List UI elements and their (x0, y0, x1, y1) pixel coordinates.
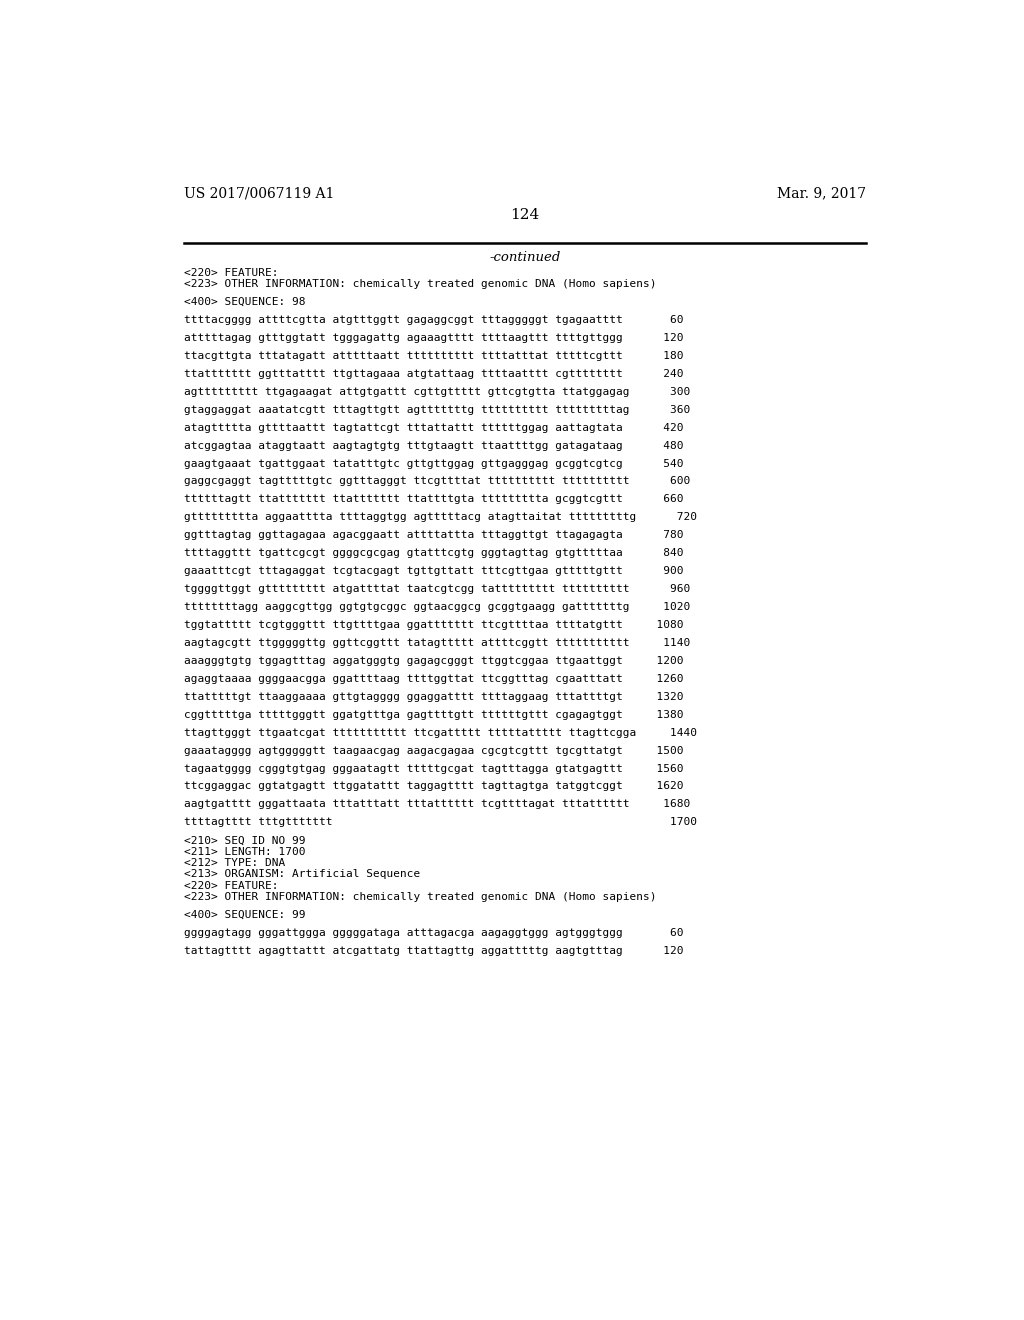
Text: ttttacgggg attttcgtta atgtttggtt gagaggcggt tttagggggt tgagaatttt       60: ttttacgggg attttcgtta atgtttggtt gagaggc… (183, 315, 683, 325)
Text: ttttagtttt tttgttttttt                                                  1700: ttttagtttt tttgttttttt 1700 (183, 817, 696, 828)
Text: tattagtttt agagttattt atcgattatg ttattagttg aggatttttg aagtgtttag      120: tattagtttt agagttattt atcgattatg ttattag… (183, 946, 683, 956)
Text: ttttaggttt tgattcgcgt ggggcgcgag gtatttcgtg gggtagttag gtgtttttaa      840: ttttaggttt tgattcgcgt ggggcgcgag gtatttc… (183, 548, 683, 558)
Text: -continued: -continued (489, 251, 560, 264)
Text: ggggagtagg gggattggga gggggataga atttagacga aagaggtggg agtgggtggg       60: ggggagtagg gggattggga gggggataga atttaga… (183, 928, 683, 939)
Text: atttttagag gtttggtatt tgggagattg agaaagtttt ttttaagttt ttttgttggg      120: atttttagag gtttggtatt tgggagattg agaaagt… (183, 333, 683, 343)
Text: atagttttta gttttaattt tagtattcgt tttattattt ttttttggag aattagtata      420: atagttttta gttttaattt tagtattcgt tttatta… (183, 422, 683, 433)
Text: tggtattttt tcgtgggttt ttgttttgaa ggattttttt ttcgttttaa ttttatgttt     1080: tggtattttt tcgtgggttt ttgttttgaa ggatttt… (183, 620, 683, 630)
Text: aagtagcgtt ttgggggttg ggttcggttt tatagttttt attttcggtt ttttttttttt     1140: aagtagcgtt ttgggggttg ggttcggttt tatagtt… (183, 638, 690, 648)
Text: ttcggaggac ggtatgagtt ttggatattt taggagtttt tagttagtga tatggtcggt     1620: ttcggaggac ggtatgagtt ttggatattt taggagt… (183, 781, 683, 792)
Text: ttttttttagg aaggcgttgg ggtgtgcggc ggtaacggcg gcggtgaagg gatttttttg     1020: ttttttttagg aaggcgttgg ggtgtgcggc ggtaac… (183, 602, 690, 612)
Text: ggtttagtag ggttagagaa agacggaatt attttattta tttaggttgt ttagagagta      780: ggtttagtag ggttagagaa agacggaatt attttat… (183, 531, 683, 540)
Text: gaggcgaggt tagtttttgtc ggtttagggt ttcgttttat tttttttttt tttttttttt      600: gaggcgaggt tagtttttgtc ggtttagggt ttcgtt… (183, 477, 690, 487)
Text: gaaatagggg agtgggggtt taagaacgag aagacgagaa cgcgtcgttt tgcgttatgt     1500: gaaatagggg agtgggggtt taagaacgag aagacga… (183, 746, 683, 755)
Text: ttacgttgta tttatagatt atttttaatt tttttttttt ttttatttat tttttcgttt      180: ttacgttgta tttatagatt atttttaatt ttttttt… (183, 351, 683, 360)
Text: gaaatttcgt tttagaggat tcgtacgagt tgttgttatt tttcgttgaa gtttttgttt      900: gaaatttcgt tttagaggat tcgtacgagt tgttgtt… (183, 566, 683, 577)
Text: gaagtgaaat tgattggaat tatatttgtc gttgttggag gttgagggag gcggtcgtcg      540: gaagtgaaat tgattggaat tatatttgtc gttgttg… (183, 458, 683, 469)
Text: <220> FEATURE:: <220> FEATURE: (183, 880, 279, 891)
Text: gtaggaggat aaatatcgtt tttagttgtt agtttttttg tttttttttt tttttttttag      360: gtaggaggat aaatatcgtt tttagttgtt agttttt… (183, 405, 690, 414)
Text: aagtgatttt gggattaata tttatttatt tttatttttt tcgttttagat tttatttttt     1680: aagtgatttt gggattaata tttatttatt tttattt… (183, 800, 690, 809)
Text: 124: 124 (510, 209, 540, 223)
Text: Mar. 9, 2017: Mar. 9, 2017 (776, 186, 866, 201)
Text: <223> OTHER INFORMATION: chemically treated genomic DNA (Homo sapiens): <223> OTHER INFORMATION: chemically trea… (183, 279, 656, 289)
Text: US 2017/0067119 A1: US 2017/0067119 A1 (183, 186, 334, 201)
Text: ttattttttt ggtttatttt ttgttagaaa atgtattaag ttttaatttt cgtttttttt      240: ttattttttt ggtttatttt ttgttagaaa atgtatt… (183, 368, 683, 379)
Text: <220> FEATURE:: <220> FEATURE: (183, 268, 279, 277)
Text: atcggagtaa ataggtaatt aagtagtgtg tttgtaagtt ttaattttgg gatagataag      480: atcggagtaa ataggtaatt aagtagtgtg tttgtaa… (183, 441, 683, 450)
Text: tagaatgggg cgggtgtgag gggaatagtt tttttgcgat tagtttagga gtatgagttt     1560: tagaatgggg cgggtgtgag gggaatagtt tttttgc… (183, 763, 683, 774)
Text: tggggttggt gttttttttt atgattttat taatcgtcgg tattttttttt tttttttttt      960: tggggttggt gttttttttt atgattttat taatcgt… (183, 585, 690, 594)
Text: <223> OTHER INFORMATION: chemically treated genomic DNA (Homo sapiens): <223> OTHER INFORMATION: chemically trea… (183, 892, 656, 903)
Text: <213> ORGANISM: Artificial Sequence: <213> ORGANISM: Artificial Sequence (183, 870, 420, 879)
Text: gttttttttta aggaatttta ttttaggtgg agtttttacg atagttaitat tttttttttg      720: gttttttttta aggaatttta ttttaggtgg agtttt… (183, 512, 696, 523)
Text: <212> TYPE: DNA: <212> TYPE: DNA (183, 858, 285, 869)
Text: cggtttttga tttttgggtt ggatgtttga gagttttgtt ttttttgttt cgagagtggt     1380: cggtttttga tttttgggtt ggatgtttga gagtttt… (183, 710, 683, 719)
Text: agaggtaaaa ggggaacgga ggattttaag ttttggttat ttcggtttag cgaatttatt     1260: agaggtaaaa ggggaacgga ggattttaag ttttggt… (183, 673, 683, 684)
Text: ttttttagtt ttattttttt ttattttttt ttattttgta ttttttttta gcggtcgttt      660: ttttttagtt ttattttttt ttattttttt ttatttt… (183, 495, 683, 504)
Text: <400> SEQUENCE: 99: <400> SEQUENCE: 99 (183, 911, 305, 920)
Text: ttagttgggt ttgaatcgat ttttttttttt ttcgattttt tttttattttt ttagttcgga     1440: ttagttgggt ttgaatcgat ttttttttttt ttcgat… (183, 727, 696, 738)
Text: <210> SEQ ID NO 99: <210> SEQ ID NO 99 (183, 836, 305, 845)
Text: <400> SEQUENCE: 98: <400> SEQUENCE: 98 (183, 297, 305, 308)
Text: aaagggtgtg tggagtttag aggatgggtg gagagcgggt ttggtcggaa ttgaattggt     1200: aaagggtgtg tggagtttag aggatgggtg gagagcg… (183, 656, 683, 665)
Text: agttttttttt ttgagaagat attgtgattt cgttgttttt gttcgtgtta ttatggagag      300: agttttttttt ttgagaagat attgtgattt cgttgt… (183, 387, 690, 397)
Text: <211> LENGTH: 1700: <211> LENGTH: 1700 (183, 846, 305, 857)
Text: ttatttttgt ttaaggaaaa gttgtagggg ggaggatttt ttttaggaag tttattttgt     1320: ttatttttgt ttaaggaaaa gttgtagggg ggaggat… (183, 692, 683, 702)
